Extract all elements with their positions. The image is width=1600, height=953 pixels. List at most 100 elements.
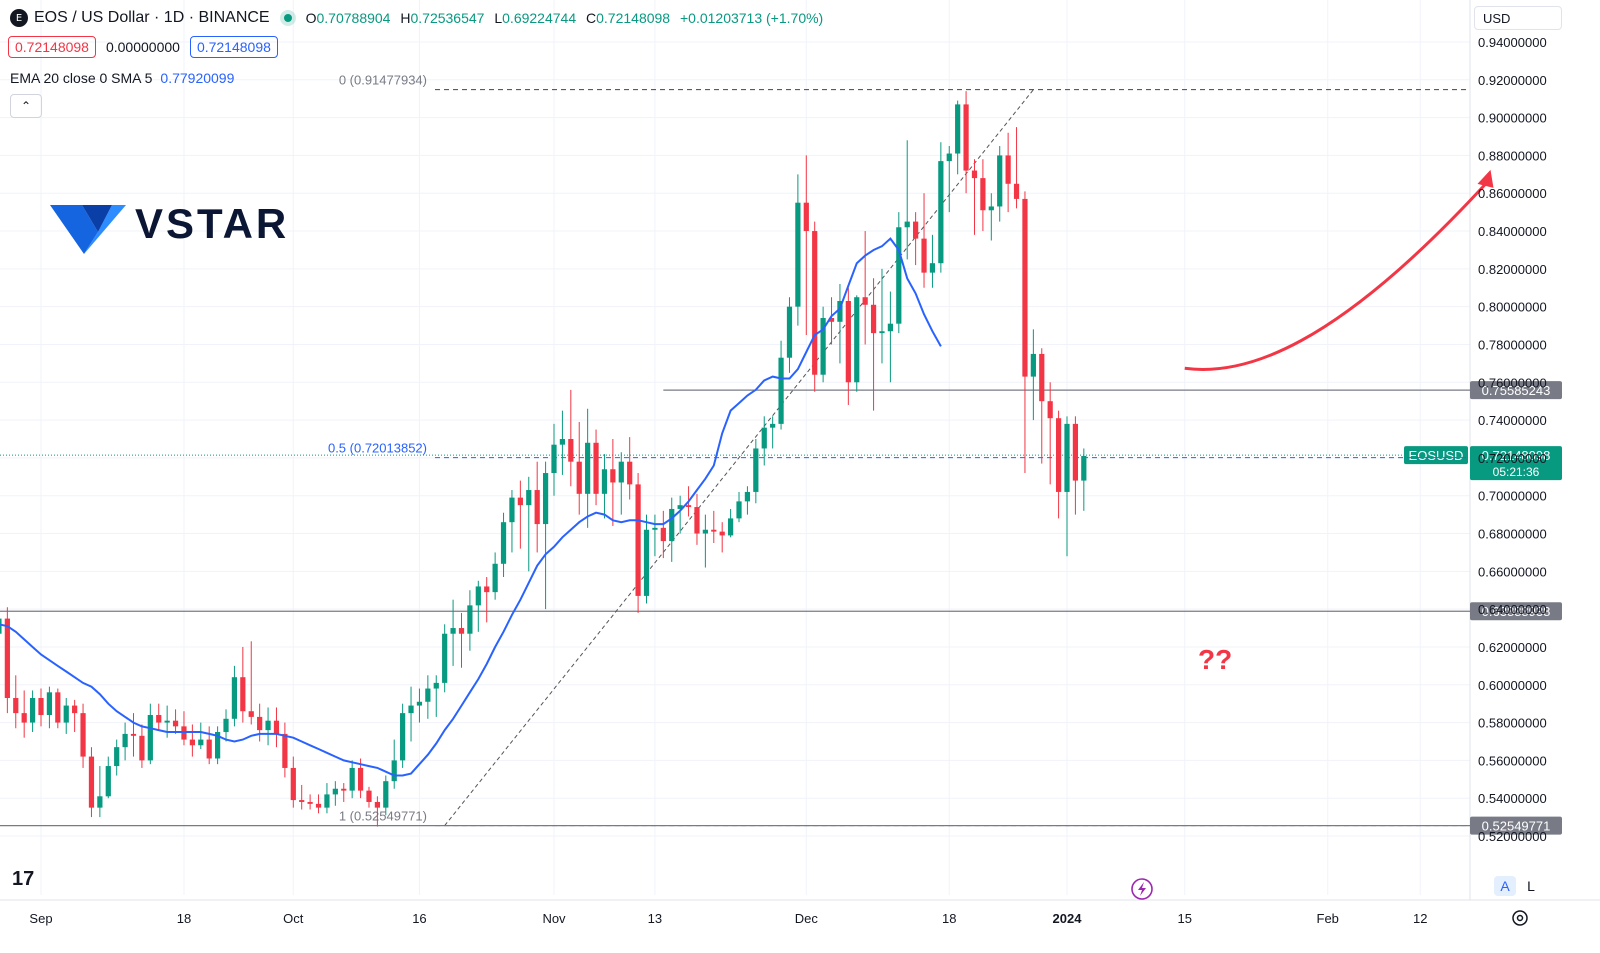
time-tick-label: 13 [648,911,662,926]
candle-up [736,501,742,519]
price-tick-label: 0.88000000 [1478,148,1547,163]
settings-gear-icon[interactable] [1512,910,1528,926]
price-tick-label: 0.76000000 [1478,375,1547,390]
level-price-tag: 0.52549771 [1482,819,1551,834]
chart-title[interactable]: EOS / US Dollar · 1D · BINANCE [34,9,270,26]
candle-up [114,747,120,767]
time-tick-label: Oct [283,911,304,926]
candle-down [803,202,809,232]
candle-down [660,527,666,542]
time-tick-label: 2024 [1053,911,1083,926]
candle-up [1030,353,1036,377]
candle-up [795,202,801,307]
fib-trend-line [444,89,1034,826]
ohlc-values: O0.70788904 H0.72536547 L0.69224744 C0.7… [306,10,830,26]
forecast-arrow[interactable] [1184,180,1489,372]
candle-up [938,161,944,264]
fibonacci-retracement[interactable]: 0 (0.91477934) 0.5 (0.72013852) 1 (0.52549… [328,73,1470,827]
candle-up [0,618,2,634]
candle-down [13,697,19,714]
candle-down [576,461,582,494]
time-tick-label: Sep [29,911,52,926]
candle-up [400,713,406,761]
candle-up [63,705,69,723]
time-tick-label: 16 [412,911,426,926]
candle-down [290,767,296,801]
close-label: C [586,10,597,26]
candle-up [837,300,843,322]
ema-line [0,237,942,777]
high-label: H [400,10,411,26]
tradingview-logo[interactable]: 17 [12,868,35,890]
symbol-tag: EOSUSD [1409,448,1464,463]
candle-down [484,586,490,593]
candle-down [812,231,818,375]
log-scale-button[interactable]: L [1527,878,1535,894]
candle-down [593,442,599,494]
candle-up [231,677,238,719]
price-tick-label: 0.68000000 [1478,527,1547,542]
candle-up [677,505,683,509]
candle-up [601,469,608,494]
indicator-value: 0.77920099 [160,70,235,86]
candle-down [845,300,851,383]
price-tick-label: 0.64000000 [1478,602,1547,617]
candle-up [349,767,355,791]
candle-down [534,490,540,525]
candle-up [744,491,751,502]
grid-lines [0,0,1600,901]
candle-up [997,155,1003,207]
candle-down [685,505,692,508]
candle-up [500,522,507,564]
candle-up [29,697,36,723]
price-tick-label: 0.54000000 [1478,791,1547,806]
candle-down [38,697,44,716]
sell-button[interactable]: 0.72148098 [8,36,96,58]
auto-scale-button[interactable]: A [1494,876,1516,896]
candle-down [627,461,633,485]
question-marks-annotation[interactable]: ?? [1198,644,1233,675]
candle-up [652,527,658,530]
candlestick-series [0,91,1087,827]
candle-down [366,790,372,802]
currency-select[interactable]: USD [1474,6,1562,30]
candle-up [786,306,793,358]
candle-up [408,705,414,714]
candle-down [72,705,78,714]
candle-up [105,766,111,797]
buy-button[interactable]: 0.72148098 [189,36,278,58]
candle-up [559,439,566,445]
collapse-legend-button[interactable]: ⌃ [10,94,42,118]
indicator-legend[interactable]: EMA 20 close 0 SMA 5 0.77920099 [10,70,234,86]
lightning-icon[interactable] [1131,878,1153,900]
candle-down [21,713,27,723]
time-tick-label: 18 [177,911,191,926]
time-tick-label: Feb [1317,911,1339,926]
candle-up [854,297,860,383]
price-axis[interactable]: 0.52000000 0.54000000 0.56000000 0.58000000… [1478,35,1547,844]
candle-up [492,563,498,593]
candle-up [526,490,532,506]
price-tick-label: 0.60000000 [1478,678,1547,693]
candle-up [879,331,885,334]
level-price-tag-bg [1470,381,1562,400]
candle-down [139,735,145,761]
candle-down [189,739,195,746]
vstar-logo-mark [50,205,126,254]
candle-up [618,461,624,483]
candle-down [711,529,717,532]
candle-up [904,221,910,228]
candle-up [416,701,423,706]
candle-up [383,781,389,808]
time-axis[interactable]: Sep 18 Oct 16 Nov 13 Dec 18 2024 15 Feb 12 [29,911,1427,926]
level-price-tag-bg [1470,816,1562,835]
candle-up [727,518,734,536]
candle-down [341,788,347,791]
candle-down [357,767,364,791]
candle-up [467,605,473,634]
open-label: O [305,10,317,26]
fib-level-label: 1 (0.52549771) [339,809,427,824]
price-tick-label: 0.84000000 [1478,224,1547,239]
candle-down [307,801,313,804]
